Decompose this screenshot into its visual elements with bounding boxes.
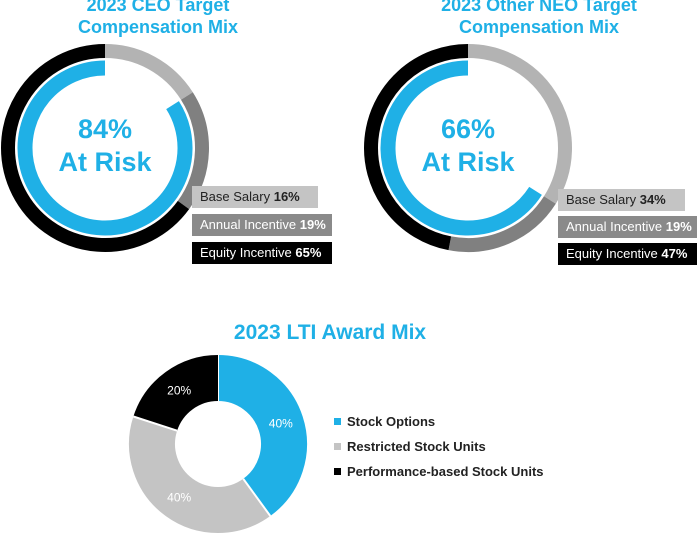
ceo-label-equity-incentive: Equity Incentive 65% — [192, 242, 332, 264]
lti-data-label-performance-based-stock-units: 20% — [167, 384, 191, 398]
ceo-annual-value: 19% — [299, 217, 326, 232]
neo-slice-equity-incentive — [364, 44, 469, 251]
ceo-risk-label: At Risk — [58, 147, 152, 177]
neo-donut-chart: 66% At Risk — [364, 44, 572, 252]
lti-slice-separator — [133, 415, 178, 432]
neo-label-annual-incentive: Annual Incentive 19% — [558, 216, 697, 238]
neo-equity-name: Equity Incentive — [566, 246, 658, 261]
ceo-donut-chart: 84% At Risk — [1, 44, 209, 252]
neo-base-name: Base Salary — [566, 192, 637, 207]
lti-donut-chart: 40% 40% 20% — [129, 355, 307, 533]
ceo-annual-name: Annual Incentive — [200, 217, 297, 232]
neo-equity-value: 47% — [661, 246, 688, 261]
legend-label-rsu: Restricted Stock Units — [347, 439, 486, 454]
ceo-ring-group — [1, 44, 209, 252]
legend-item-rsu: Restricted Stock Units — [334, 438, 486, 456]
lti-slice-separator — [242, 478, 272, 517]
lti-slice-restricted-stock-units — [129, 416, 271, 533]
neo-risk-percent: 66% — [441, 114, 495, 144]
ceo-base-name: Base Salary — [200, 189, 271, 204]
neo-chart-title: 2023 Other NEO Target Compensation Mix — [398, 0, 680, 38]
neo-slice-base-salary — [467, 44, 572, 204]
legend-swatch-psu — [334, 468, 341, 475]
neo-label-equity-incentive: Equity Incentive 47% — [558, 243, 697, 265]
ceo-chart-title: 2023 CEO Target Compensation Mix — [20, 0, 296, 38]
legend-label-stock-options: Stock Options — [347, 414, 436, 429]
ceo-title-line1: 2023 CEO Target — [86, 0, 230, 15]
ceo-risk-percent: 84% — [78, 114, 132, 144]
lti-data-label-restricted-stock-units: 40% — [167, 490, 191, 504]
ceo-base-value: 16% — [273, 189, 300, 204]
neo-title-line2: Compensation Mix — [458, 17, 619, 37]
ceo-at-risk-arc — [17, 60, 193, 236]
legend-label-psu: Performance-based Stock Units — [347, 464, 544, 479]
neo-risk-label: At Risk — [421, 147, 515, 177]
ceo-title-line2: Compensation Mix — [77, 17, 238, 37]
ceo-slice-base-salary — [104, 44, 193, 100]
lti-slice-stock-options — [216, 355, 307, 516]
neo-annual-value: 19% — [665, 219, 692, 234]
ceo-label-base-salary: Base Salary 16% — [192, 186, 318, 208]
lti-slice-performance-based-stock-units — [133, 355, 220, 432]
neo-title-line1: 2023 Other NEO Target — [441, 0, 637, 15]
lti-data-label-stock-options: 40% — [269, 417, 293, 431]
legend-item-stock-options: Stock Options — [334, 413, 435, 431]
neo-slice-annual-incentive — [448, 196, 556, 252]
neo-label-base-salary: Base Salary 34% — [558, 189, 685, 211]
neo-annual-name: Annual Incentive — [566, 219, 663, 234]
legend-item-psu: Performance-based Stock Units — [334, 463, 544, 481]
legend-swatch-rsu — [334, 443, 341, 450]
neo-at-risk-arc — [380, 60, 542, 236]
ceo-equity-value: 65% — [295, 245, 322, 260]
ceo-slice-equity-incentive — [1, 44, 190, 252]
legend-swatch-stock-options — [334, 418, 341, 425]
ceo-slice-annual-incentive — [177, 92, 209, 210]
neo-ring-group — [364, 44, 572, 252]
neo-base-value: 34% — [639, 192, 666, 207]
lti-chart-title: 2023 LTI Award Mix — [233, 321, 427, 344]
ceo-label-annual-incentive: Annual Incentive 19% — [192, 214, 332, 236]
ceo-equity-name: Equity Incentive — [200, 245, 292, 260]
